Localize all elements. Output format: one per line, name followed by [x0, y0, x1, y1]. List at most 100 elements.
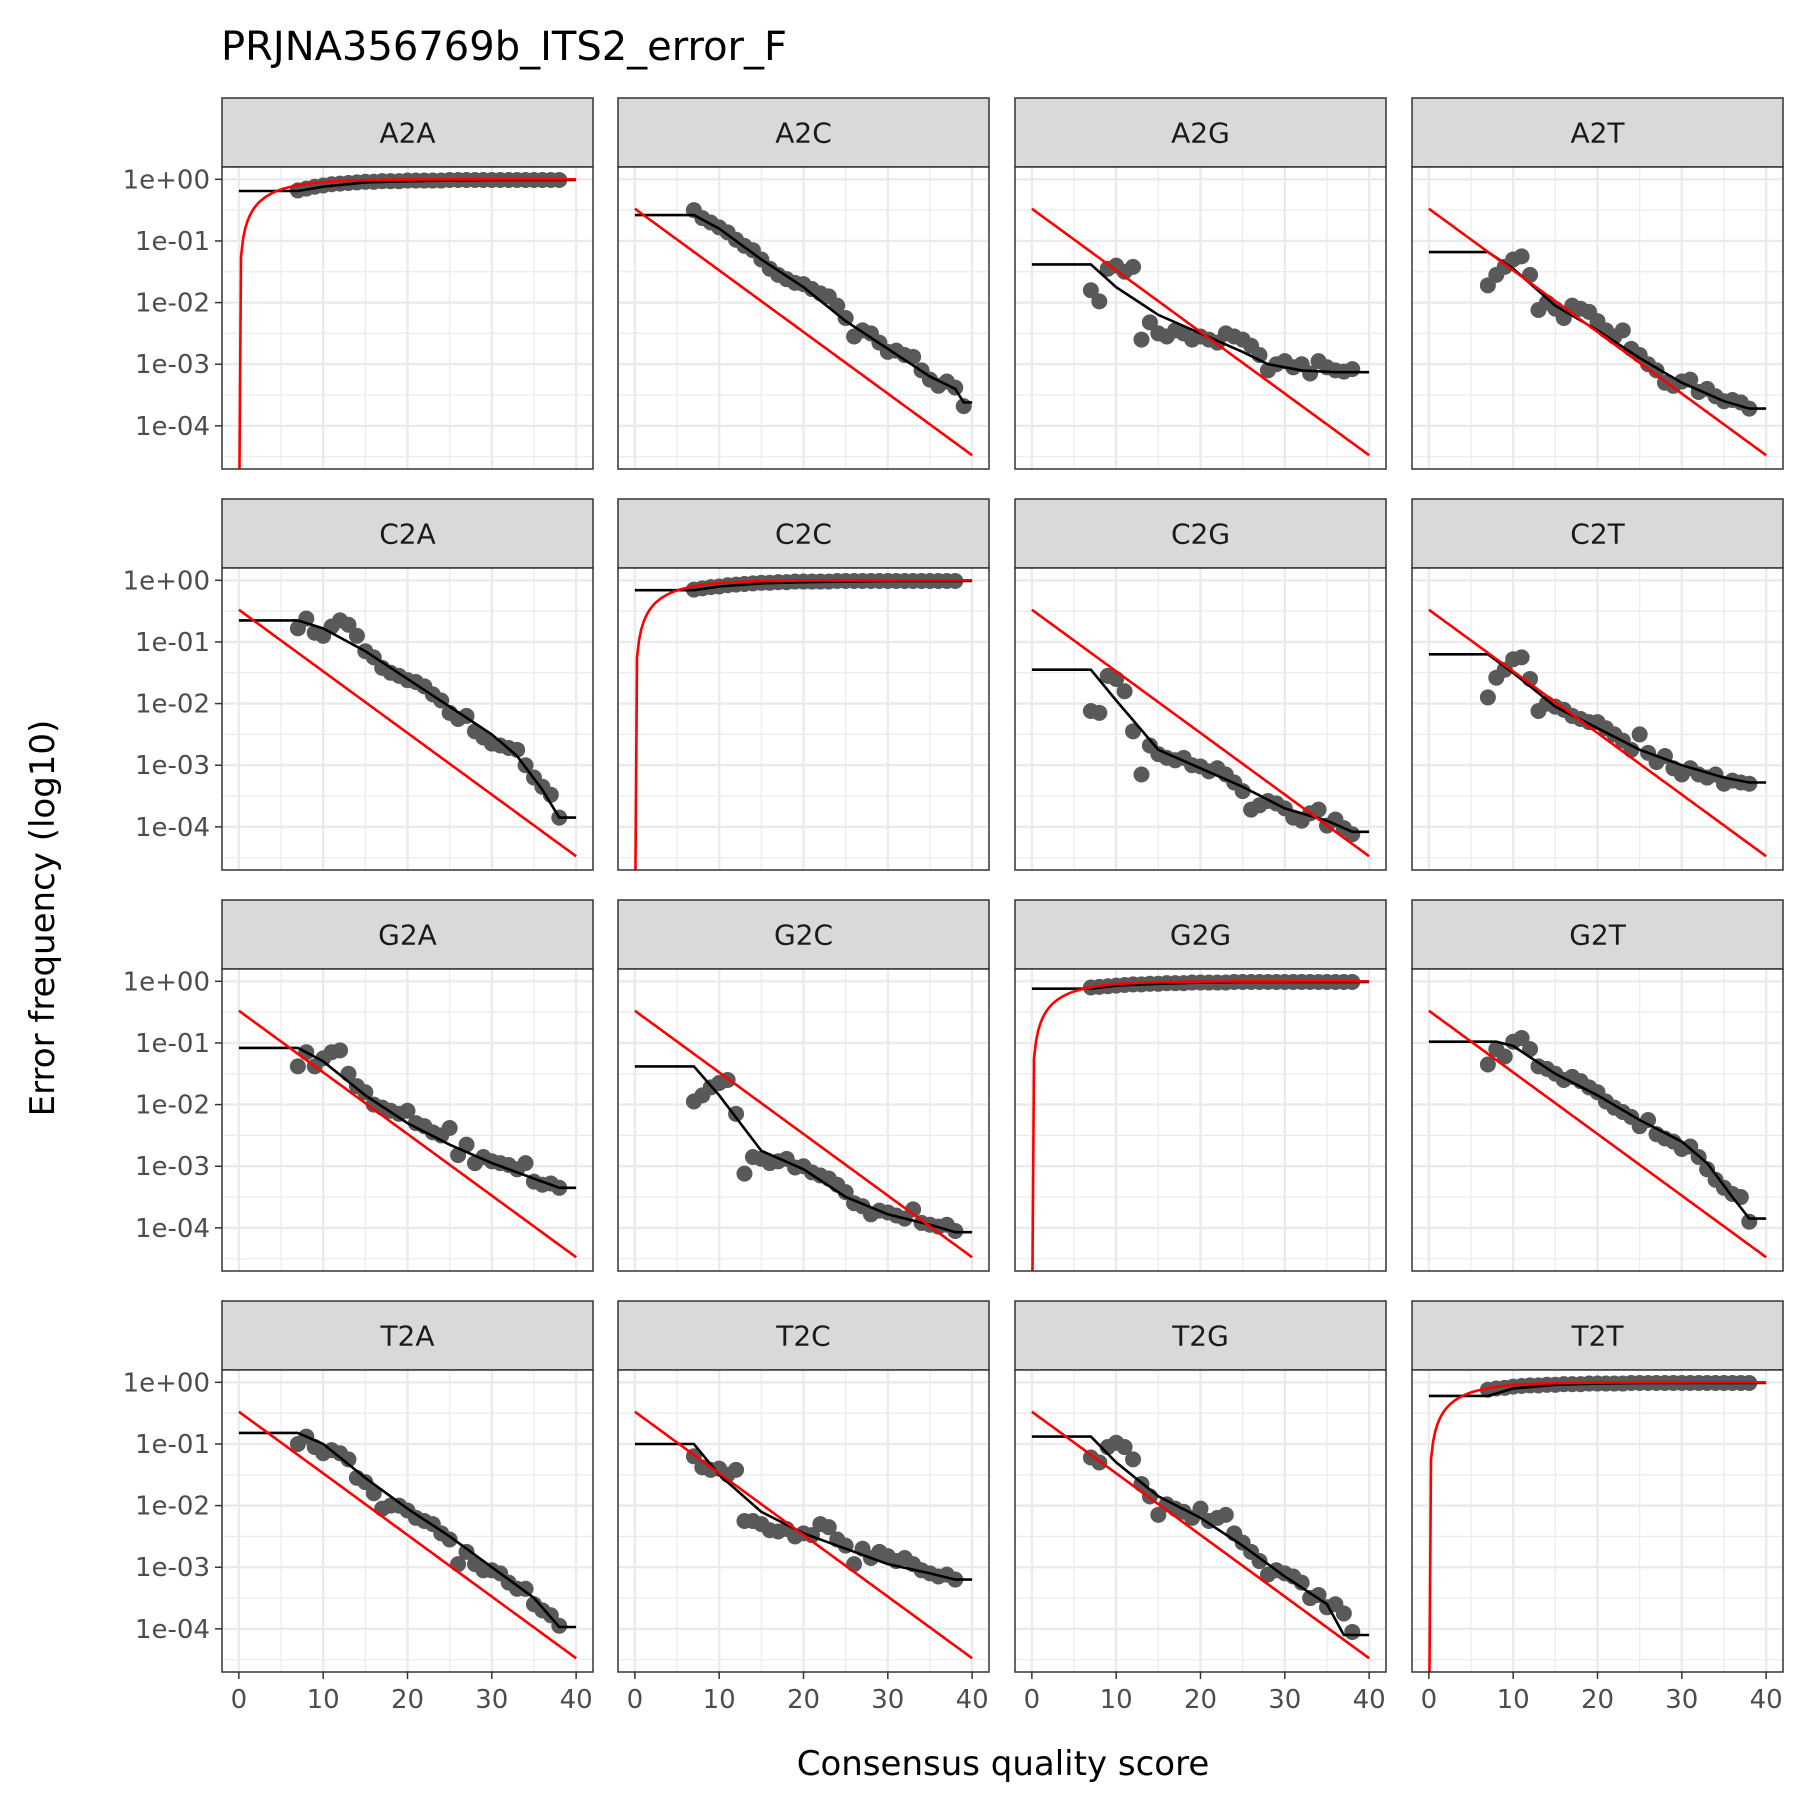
observed-point — [340, 1451, 357, 1468]
x-tick-label: 40 — [1750, 1685, 1783, 1715]
chart-title: PRJNA356769b_ITS2_error_F — [221, 24, 787, 70]
gridlines — [1015, 1370, 1386, 1672]
facet-strip — [617, 1300, 990, 1371]
x-tick-label: 10 — [1497, 1685, 1530, 1715]
observed-point — [1335, 1605, 1352, 1622]
y-tick-label: 1e-03 — [135, 751, 210, 781]
panel-data — [1031, 973, 1370, 1271]
panel-data — [238, 1410, 577, 1660]
observed-point — [1344, 1623, 1361, 1640]
observed-point — [1234, 783, 1251, 800]
facet-strip — [1014, 1300, 1387, 1371]
facet-label: C2G — [1171, 518, 1230, 551]
panel-border — [1411, 968, 1784, 1272]
facet-strip — [617, 97, 990, 168]
gridlines — [1412, 969, 1783, 1271]
y-tick-label: 1e-02 — [135, 289, 210, 319]
panel-border — [1014, 166, 1387, 470]
y-axis-title: Error frequency (log10) — [23, 720, 63, 1117]
facet-panel-a2g: A2G — [1014, 97, 1387, 470]
x-tick-label: 20 — [391, 1685, 424, 1715]
facet-label: T2A — [379, 1320, 434, 1353]
observed-point — [1344, 361, 1361, 378]
observed-point — [1310, 1586, 1327, 1603]
fitted-error-line — [238, 619, 577, 819]
y-tick-label: 1e+00 — [123, 566, 210, 596]
facet-label: A2T — [1570, 117, 1625, 150]
x-tick-label: 40 — [1353, 1685, 1386, 1715]
nominal-error-line — [1428, 207, 1767, 457]
panel-border — [1411, 166, 1784, 470]
y-tick-label: 1e-02 — [135, 690, 210, 720]
panel-data — [1428, 608, 1767, 858]
facet-panel-t2g: T2G 0 10 20 30 40 — [1014, 1300, 1387, 1715]
facet-strip — [221, 1300, 594, 1371]
panel-data — [634, 1009, 973, 1259]
x-tick-label: 0 — [1024, 1685, 1041, 1715]
observed-point — [1293, 1574, 1310, 1591]
nominal-error-line — [634, 1410, 973, 1660]
panel-border — [617, 567, 990, 871]
facet-strip — [1411, 1300, 1784, 1371]
observed-point — [1479, 1056, 1496, 1073]
observed-point — [365, 1485, 382, 1502]
facet-panel-c2a: C2A 1e+00 1e-01 1e-02 1e-03 1e-04 — [123, 498, 594, 871]
facet-strip — [1014, 498, 1387, 569]
x-tick-label: 30 — [1665, 1685, 1698, 1715]
observed-point — [837, 1184, 854, 1201]
facet-strip — [617, 498, 990, 569]
facet-strip — [1411, 899, 1784, 970]
observed-point — [1082, 282, 1099, 299]
nominal-error-line — [1031, 980, 1370, 1271]
facet-label: T2C — [775, 1320, 830, 1353]
x-tick-label: 30 — [1268, 1685, 1301, 1715]
nominal-error-line — [1031, 207, 1370, 457]
fitted-error-line — [1428, 1040, 1767, 1220]
panel-border — [1411, 567, 1784, 871]
observed-point — [340, 616, 357, 633]
panel-border — [617, 968, 990, 1272]
fitted-error-line — [1031, 668, 1370, 834]
fitted-error-line — [634, 213, 973, 404]
facet-grid: A2A 1e+00 1e-01 1e-02 1e-03 1e-04 A2C A2G A2T C2A… — [123, 97, 1784, 1715]
x-tick-label: 40 — [956, 1685, 989, 1715]
y-tick-label: 1e-04 — [135, 1214, 210, 1244]
observed-point — [1741, 1213, 1758, 1230]
nominal-error-line — [634, 207, 973, 457]
y-tick-label: 1e-04 — [135, 412, 210, 442]
panel-data — [634, 1410, 973, 1660]
x-tick-label: 30 — [475, 1685, 508, 1715]
nominal-error-line — [238, 1410, 577, 1660]
facet-label: G2G — [1170, 919, 1231, 952]
observed-point — [357, 1474, 374, 1491]
y-tick-label: 1e-03 — [135, 1553, 210, 1583]
observed-point — [1310, 801, 1327, 818]
observed-point — [441, 1120, 458, 1137]
panel-border — [221, 166, 594, 470]
observed-point — [1522, 266, 1539, 283]
facet-panel-g2c: G2C — [617, 899, 990, 1272]
y-tick-label: 1e-01 — [135, 1029, 210, 1059]
x-tick-label: 10 — [703, 1685, 736, 1715]
x-tick-label: 10 — [307, 1685, 340, 1715]
facet-label: A2G — [1171, 117, 1230, 150]
fitted-error-line — [634, 1442, 973, 1581]
fitted-error-line — [238, 1046, 577, 1190]
observed-point — [1513, 1030, 1530, 1047]
observed-point — [357, 1084, 374, 1101]
y-tick-label: 1e+00 — [123, 967, 210, 997]
observed-point — [728, 1461, 745, 1478]
y-tick-label: 1e+00 — [123, 1368, 210, 1398]
panel-data — [1031, 608, 1370, 858]
panel-data — [1428, 207, 1767, 457]
panel-data — [634, 572, 973, 870]
observed-point — [1631, 726, 1648, 743]
gridlines — [222, 969, 593, 1271]
panel-data — [1031, 207, 1370, 457]
panel-border — [1014, 567, 1387, 871]
facet-panel-g2a: G2A 1e+00 1e-01 1e-02 1e-03 1e-04 — [123, 899, 594, 1272]
panel-data — [238, 1009, 577, 1259]
observed-point — [1640, 1112, 1657, 1128]
nominal-error-line — [1428, 1381, 1767, 1672]
observed-point — [736, 1165, 753, 1182]
